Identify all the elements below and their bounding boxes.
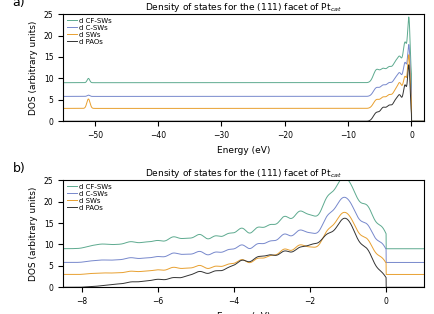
d CF-SWs <box>60 81 66 84</box>
d C-SWs <box>60 261 66 264</box>
Line: d PAOs: d PAOs <box>63 65 423 121</box>
d C-SWs <box>329 95 334 98</box>
d CF-SWs <box>375 222 380 226</box>
Text: b): b) <box>13 162 25 175</box>
Line: d SWs: d SWs <box>63 212 423 274</box>
Y-axis label: DOS (arbitrary units): DOS (arbitrary units) <box>29 20 38 115</box>
d CF-SWs <box>408 119 413 123</box>
d PAOs <box>329 119 334 123</box>
d PAOs <box>342 216 347 220</box>
Title: Density of states for the (111) facet of Pt$_{cat}$: Density of states for the (111) facet of… <box>145 167 341 180</box>
d PAOs <box>375 267 380 271</box>
Y-axis label: DOS (arbitrary units): DOS (arbitrary units) <box>29 187 38 281</box>
Legend: d CF-SWs, d C-SWs, d SWs, d PAOs: d CF-SWs, d C-SWs, d SWs, d PAOs <box>65 182 113 212</box>
d SWs <box>421 273 426 276</box>
d C-SWs <box>102 258 107 262</box>
d C-SWs <box>356 95 362 98</box>
d C-SWs <box>276 95 282 98</box>
d SWs <box>421 119 426 123</box>
d PAOs <box>102 284 107 287</box>
d C-SWs <box>421 261 426 264</box>
d CF-SWs <box>123 241 128 245</box>
d CF-SWs <box>383 247 388 251</box>
X-axis label: Energy (eV): Energy (eV) <box>217 145 270 154</box>
d SWs <box>356 106 362 110</box>
d SWs <box>126 106 131 110</box>
Line: d CF-SWs: d CF-SWs <box>63 180 423 249</box>
d C-SWs <box>198 95 203 98</box>
d SWs <box>214 264 220 268</box>
d SWs <box>102 271 107 275</box>
d SWs <box>408 119 413 123</box>
Line: d PAOs: d PAOs <box>63 218 423 287</box>
Text: a): a) <box>13 0 25 8</box>
d PAOs <box>405 63 411 67</box>
d SWs <box>295 106 300 110</box>
d C-SWs <box>408 119 413 123</box>
d C-SWs <box>126 95 131 98</box>
d SWs <box>60 106 66 110</box>
d CF-SWs <box>276 81 282 84</box>
d PAOs <box>356 119 362 123</box>
Legend: d CF-SWs, d C-SWs, d SWs, d PAOs: d CF-SWs, d C-SWs, d SWs, d PAOs <box>65 16 113 46</box>
d CF-SWs <box>356 81 362 84</box>
Title: Density of states for the (111) facet of Pt$_{cat}$: Density of states for the (111) facet of… <box>145 1 341 14</box>
d C-SWs <box>214 250 219 254</box>
d C-SWs <box>414 261 419 264</box>
d CF-SWs <box>405 15 411 19</box>
d PAOs <box>214 269 219 273</box>
Line: d SWs: d SWs <box>63 55 423 121</box>
d C-SWs <box>123 257 128 261</box>
d PAOs <box>414 285 419 289</box>
d SWs <box>341 210 346 214</box>
d CF-SWs <box>214 234 219 238</box>
d PAOs <box>123 281 128 285</box>
d C-SWs <box>198 250 204 254</box>
d CF-SWs <box>295 81 300 84</box>
d C-SWs <box>383 261 388 264</box>
d CF-SWs <box>421 247 426 251</box>
d CF-SWs <box>126 81 131 84</box>
d PAOs <box>421 285 426 289</box>
d SWs <box>60 273 66 276</box>
d PAOs <box>60 119 66 123</box>
d CF-SWs <box>421 119 426 123</box>
d C-SWs <box>375 239 380 243</box>
d C-SWs <box>295 95 300 98</box>
Line: d CF-SWs: d CF-SWs <box>63 17 423 121</box>
d SWs <box>375 253 380 257</box>
Line: d C-SWs: d C-SWs <box>63 197 423 263</box>
d CF-SWs <box>337 178 342 182</box>
d C-SWs <box>341 195 346 199</box>
d SWs <box>198 106 203 110</box>
d SWs <box>123 270 128 274</box>
d PAOs <box>276 119 282 123</box>
d CF-SWs <box>329 81 334 84</box>
d CF-SWs <box>60 247 66 251</box>
Line: d C-SWs: d C-SWs <box>63 45 423 121</box>
d SWs <box>199 264 204 268</box>
d PAOs <box>126 119 131 123</box>
d SWs <box>329 106 334 110</box>
d SWs <box>276 106 282 110</box>
d PAOs <box>198 270 204 273</box>
d PAOs <box>295 119 300 123</box>
d C-SWs <box>405 43 411 46</box>
d PAOs <box>60 285 66 289</box>
d CF-SWs <box>198 81 203 84</box>
d CF-SWs <box>198 233 204 237</box>
d C-SWs <box>421 119 426 123</box>
d SWs <box>74 273 79 276</box>
X-axis label: Energy (eV): Energy (eV) <box>217 311 270 314</box>
d CF-SWs <box>414 247 419 251</box>
d C-SWs <box>60 95 66 98</box>
d PAOs <box>198 119 203 123</box>
d PAOs <box>383 285 388 289</box>
d PAOs <box>421 119 426 123</box>
d CF-SWs <box>102 242 107 246</box>
d SWs <box>414 273 419 276</box>
d SWs <box>405 53 411 57</box>
